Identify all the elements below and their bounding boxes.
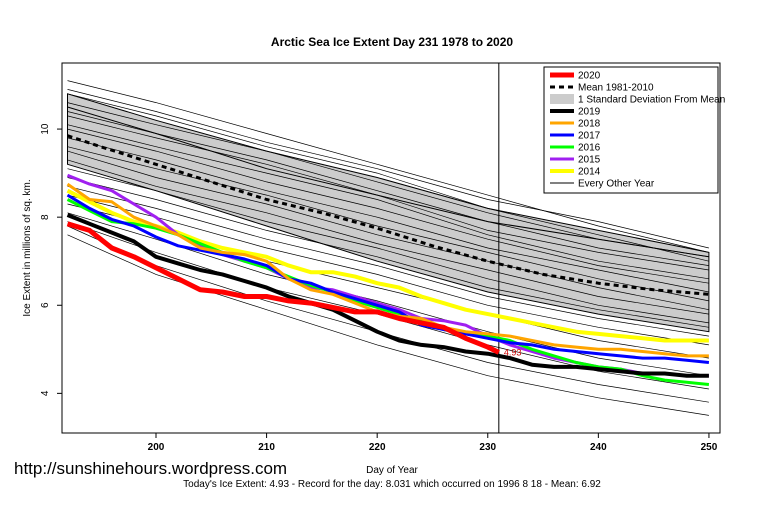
x-tick-label: 200	[148, 442, 165, 453]
footer-stats: Today's Ice Extent: 4.93 - Record for th…	[183, 479, 601, 490]
current-value-label: 4.93	[504, 347, 522, 357]
background-year-line	[67, 159, 709, 315]
legend-label-1-standard-deviation-from-mean: 1 Standard Deviation From Mean	[578, 95, 725, 106]
legend-label-2020: 2020	[578, 71, 601, 82]
background-year-line	[67, 177, 709, 328]
background-year-line	[67, 234, 709, 416]
series-line-mean-1981-2010	[67, 134, 710, 296]
x-tick-label: 210	[258, 442, 275, 453]
series-line-2020	[66, 221, 500, 355]
background-year-line	[67, 89, 709, 249]
legend-label-every-other-year: Every Other Year	[578, 179, 655, 190]
x-tick-label: 220	[369, 442, 386, 453]
std-deviation-band	[67, 93, 710, 333]
legend-label-2014: 2014	[578, 167, 601, 178]
background-year-line	[67, 128, 709, 284]
y-tick-label: 4	[40, 390, 51, 396]
plot-area: 4.93	[66, 63, 710, 433]
y-tick-label: 8	[40, 214, 51, 220]
background-year-line	[67, 150, 709, 311]
y-tick-label: 6	[40, 302, 51, 308]
y-axis-label: Ice Extent in millions of sq. km.	[22, 179, 33, 316]
series-line-2017	[66, 193, 710, 364]
legend-label-2017: 2017	[578, 131, 601, 142]
background-year-line	[67, 146, 709, 302]
axes: 200 210 220 230 240 250 4 6 8 10	[40, 123, 718, 453]
legend-label-2019: 2019	[578, 107, 601, 118]
x-tick-label: 240	[590, 442, 607, 453]
watermark-url: http://sunshinehours.wordpress.com	[14, 459, 287, 478]
plot-frame	[61, 62, 721, 434]
y-tick-label: 10	[40, 123, 51, 135]
legend-label-2018: 2018	[578, 119, 601, 130]
series-line-every-other-year	[67, 106, 709, 258]
background-year-line	[67, 212, 709, 377]
series-line-2019	[66, 213, 709, 378]
background-year-line	[67, 185, 709, 337]
legend-label-2015: 2015	[578, 155, 601, 166]
legend-label-2016: 2016	[578, 143, 601, 154]
background-year-line	[67, 124, 709, 280]
background-year-line	[67, 93, 709, 262]
x-tick-label: 230	[479, 442, 496, 453]
background-year-line	[67, 168, 709, 324]
chart-title: Arctic Sea Ice Extent Day 231 1978 to 20…	[271, 35, 513, 49]
background-year-line	[67, 137, 709, 293]
background-year-line	[67, 80, 709, 253]
legend-swatch-1-standard-deviation-from-mean	[550, 94, 574, 104]
legend-label-mean-1981-2010: Mean 1981-2010	[578, 83, 654, 94]
x-tick-label: 250	[701, 442, 718, 453]
x-axis-label: Day of Year	[366, 465, 418, 476]
